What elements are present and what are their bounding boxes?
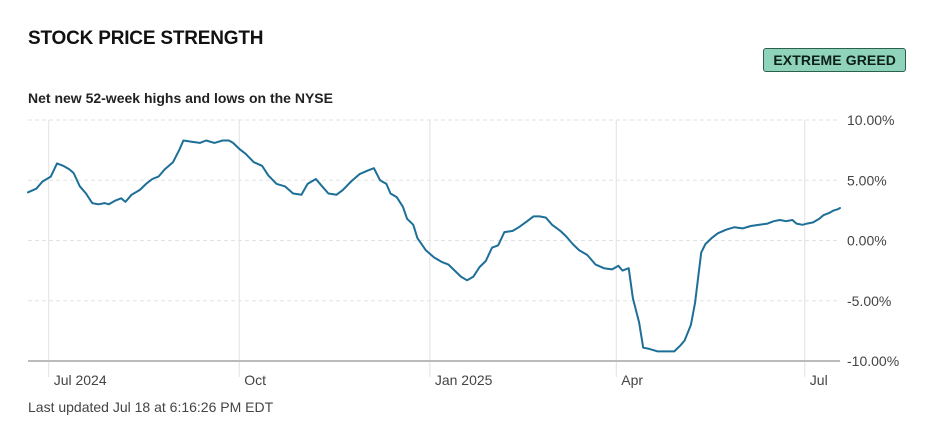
y-tick-label: 5.00% (847, 172, 887, 188)
x-tick-label: Jul (810, 372, 828, 388)
y-tick-label: -5.00% (847, 293, 891, 309)
x-tick-label: Oct (244, 372, 266, 388)
x-tick-label: Apr (621, 372, 643, 388)
widget-title: STOCK PRICE STRENGTH (28, 28, 264, 49)
y-tick-label: 10.00% (847, 112, 894, 128)
last-updated-note: Last updated Jul 18 at 6:16:26 PM EDT (28, 399, 274, 415)
x-tick-label: Jan 2025 (435, 372, 493, 388)
chart-title: Net new 52-week highs and lows on the NY… (28, 90, 333, 106)
x-tick-label: Jul 2024 (54, 372, 107, 388)
y-tick-label: -10.00% (847, 353, 899, 369)
sentiment-badge: EXTREME GREED (763, 48, 906, 72)
series-line (27, 139, 841, 353)
y-tick-label: 0.00% (847, 233, 887, 249)
